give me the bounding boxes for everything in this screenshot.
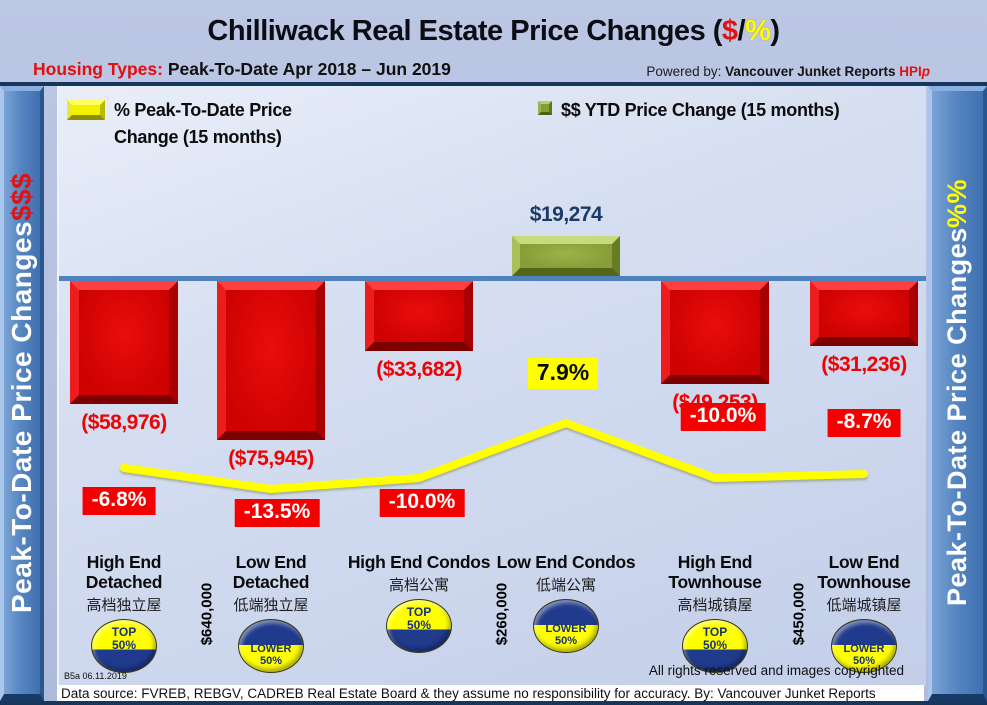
category-label-zh: 高档公寓: [388, 577, 449, 594]
bar-high-end-townhouse: [661, 281, 769, 384]
page-title: Chilliwack Real Estate Price Changes ($/…: [0, 15, 987, 48]
powered-label: Powered by:: [646, 64, 726, 79]
yellow-bar-icon: [67, 100, 105, 120]
percentile-badge: TOP 50%: [91, 619, 157, 673]
subtitle-housing-types: Housing Types:: [33, 59, 163, 79]
title-text: Chilliwack Real Estate Price Changes (: [207, 15, 722, 47]
sidebar-left-text: Peak-To-Date Price Changes: [6, 220, 37, 613]
plot-area: % Peak-To-Date Price Change (15 months) $…: [57, 86, 926, 686]
bar-low-end-townhouse: [810, 281, 918, 346]
pct-label: 7.9%: [527, 358, 599, 389]
legend-dollar-label: $$ YTD Price Change (15 months): [561, 100, 840, 120]
powered-brand: Vancouver Junket Reports: [725, 64, 900, 79]
category-label-zh: 低端公寓: [535, 577, 596, 594]
percentile-badge: TOP 50%: [682, 619, 748, 673]
sidebar-left-label: Peak-To-Date Price Changes $$$: [4, 91, 40, 694]
category-label: High End Condos: [347, 552, 491, 572]
sidebar-left-dollar-axis: Peak-To-Date Price Changes $$$: [0, 86, 44, 701]
percentile-badge-text: TOP 50%: [702, 625, 728, 652]
title-dollar-sign: $: [721, 15, 738, 47]
percentile-badge: TOP 50%: [386, 599, 452, 653]
percentile-badge-text: LOWER 50%: [843, 643, 885, 667]
category-column-high-end-detached: High End Detached 高档独立屋 TOP 50%: [50, 552, 198, 673]
bar-value-label: ($31,236): [821, 353, 907, 376]
price-marker: $640,000: [198, 582, 216, 646]
sidebar-right-percent-suffix: %%: [942, 178, 972, 228]
bar-value-label: ($58,976): [81, 411, 167, 434]
category-label-zh: 低端城镇屋: [826, 597, 902, 614]
bar-low-end-detached: [217, 281, 325, 440]
sidebar-right-percent-axis: Peak-To-Date Price Changes %%: [928, 86, 987, 701]
legend-percent-label: % Peak-To-Date Price Change (15 months): [114, 97, 292, 151]
legend-percent-line2: Change (15 months): [114, 127, 282, 147]
percentile-badge-text: TOP 50%: [406, 605, 432, 632]
percentile-badge-text: LOWER 50%: [250, 643, 292, 667]
legend-item-dollar: $$ YTD Price Change (15 months): [538, 97, 840, 124]
percentile-badge: LOWER 50%: [831, 619, 897, 673]
percentile-badge-text: TOP 50%: [111, 625, 137, 652]
pct-label: -10.0%: [680, 403, 766, 431]
sidebar-left-dollar-suffix: $$$: [6, 172, 37, 221]
subtitle-period: Peak-To-Date Apr 2018 – Jun 2019: [162, 59, 451, 79]
category-label-zh: 高档独立屋: [86, 597, 162, 614]
title-suffix: ): [770, 15, 780, 47]
subtitle: Housing Types: Peak-To-Date Apr 2018 – J…: [33, 59, 451, 80]
legend-percent-line1: % Peak-To-Date Price: [114, 100, 292, 120]
percentile-badge: LOWER 50%: [533, 599, 599, 653]
category-column-high-end-townhouse: High End Townhouse 高档城镇屋 TOP 50%: [641, 552, 789, 673]
price-marker: $260,000: [493, 582, 511, 646]
zero-baseline: [59, 276, 926, 281]
category-label: Low End Townhouse: [817, 552, 911, 592]
bar-low-end-condos: [512, 236, 620, 276]
title-percent-sign: %: [745, 15, 771, 47]
bar-value-label: $19,274: [529, 203, 603, 226]
data-source-strip: Data source: FVREB, REBGV, CADREB Real E…: [57, 685, 924, 702]
category-label: Low End Condos: [496, 552, 636, 572]
legend-item-percent: % Peak-To-Date Price Change (15 months): [67, 97, 292, 151]
category-label: High End Detached: [85, 552, 163, 592]
pct-label: -10.0%: [379, 489, 465, 517]
powered-by: Powered by: Vancouver Junket Reports HPI…: [646, 64, 930, 79]
bottom-border: [0, 701, 987, 705]
percentile-badge-text: LOWER 50%: [545, 623, 587, 647]
bar-high-end-detached: [70, 281, 178, 404]
bar-high-end-condos: [365, 281, 473, 351]
report-code: B5a 06.11.2019: [64, 671, 127, 681]
sidebar-right-label: Peak-To-Date Price Changes %%: [932, 91, 983, 694]
category-label: Low End Detached: [232, 552, 310, 592]
rights-notice: All rights reserved and images copyright…: [648, 663, 904, 678]
sidebar-right-text: Peak-To-Date Price Changes: [942, 227, 972, 607]
green-square-icon: [538, 101, 552, 115]
pct-label: -6.8%: [82, 487, 156, 515]
category-column-low-end-condos: Low End Condos 低端公寓 LOWER 50%: [492, 552, 640, 653]
powered-hpi-suffix: p: [921, 64, 930, 79]
pct-label: -8.7%: [827, 409, 901, 437]
bar-value-label: ($33,682): [376, 358, 462, 381]
category-label: High End Townhouse: [668, 552, 762, 592]
category-column-low-end-townhouse: Low End Townhouse 低端城镇屋 LOWER 50%: [790, 552, 938, 673]
category-label-zh: 高档城镇屋: [677, 597, 753, 614]
pct-label: -13.5%: [234, 499, 320, 527]
header-divider: [0, 82, 987, 86]
powered-hpi: HPI: [899, 64, 922, 79]
category-column-low-end-detached: Low End Detached 低端独立屋 LOWER 50%: [197, 552, 345, 673]
price-marker: $450,000: [790, 582, 808, 646]
percentile-badge: LOWER 50%: [238, 619, 304, 673]
bar-value-label: ($75,945): [228, 447, 314, 470]
category-label-zh: 低端独立屋: [233, 597, 309, 614]
title-slash: /: [737, 15, 746, 47]
category-column-high-end-condos: High End Condos 高档公寓 TOP 50%: [345, 552, 493, 653]
